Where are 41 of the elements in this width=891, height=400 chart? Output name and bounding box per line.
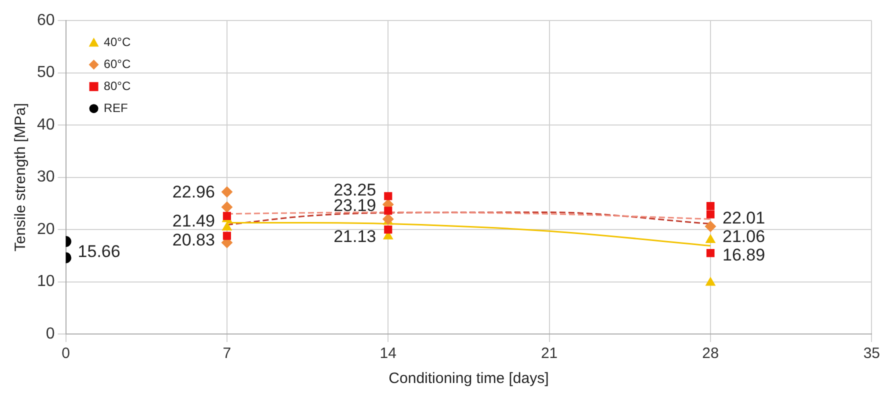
y-tick-label: 40 <box>37 116 55 134</box>
point <box>222 212 232 220</box>
annotation: 16.89 <box>722 245 766 264</box>
point <box>221 186 232 198</box>
x-tick-label: 7 <box>222 345 232 362</box>
annotation: 21.06 <box>722 227 766 246</box>
y-tick-label: 60 <box>37 12 55 30</box>
annotation: 21.49 <box>172 211 215 230</box>
y-axis-title: Tensile strength [MPa] <box>12 103 30 252</box>
point <box>384 226 392 234</box>
x-axis-title: Conditioning time [days] <box>388 370 549 388</box>
point <box>706 277 716 286</box>
y-tick-label: 0 <box>46 325 55 342</box>
y-tick-label: 30 <box>37 168 55 186</box>
legend-label: REF <box>104 100 128 115</box>
point <box>706 210 715 218</box>
point <box>221 202 232 213</box>
point <box>706 234 716 243</box>
y-tick-label: 20 <box>37 220 55 238</box>
point <box>704 220 716 232</box>
annotation: 22.01 <box>722 208 766 228</box>
legend-label: 60°C <box>104 56 131 71</box>
legend-label: 40°C <box>104 34 131 49</box>
x-tick-label: 28 <box>702 345 719 362</box>
point <box>706 249 715 258</box>
annotation: 20.83 <box>172 230 215 250</box>
point <box>222 222 232 230</box>
x-tick-label: 35 <box>863 345 880 362</box>
x-tick-label: 0 <box>62 345 70 362</box>
point <box>384 206 392 215</box>
annotation: 22.96 <box>172 182 215 202</box>
annotation: 21.13 <box>334 227 376 246</box>
point <box>384 192 392 200</box>
annotation: 15.66 <box>78 242 120 261</box>
y-tick-label: 10 <box>37 273 55 290</box>
y-tick-label: 50 <box>37 64 55 82</box>
point <box>706 202 715 210</box>
x-tick-label: 21 <box>540 345 558 362</box>
legend-label: 80°C <box>104 78 131 93</box>
point <box>222 232 232 240</box>
x-tick-label: 14 <box>380 345 396 362</box>
